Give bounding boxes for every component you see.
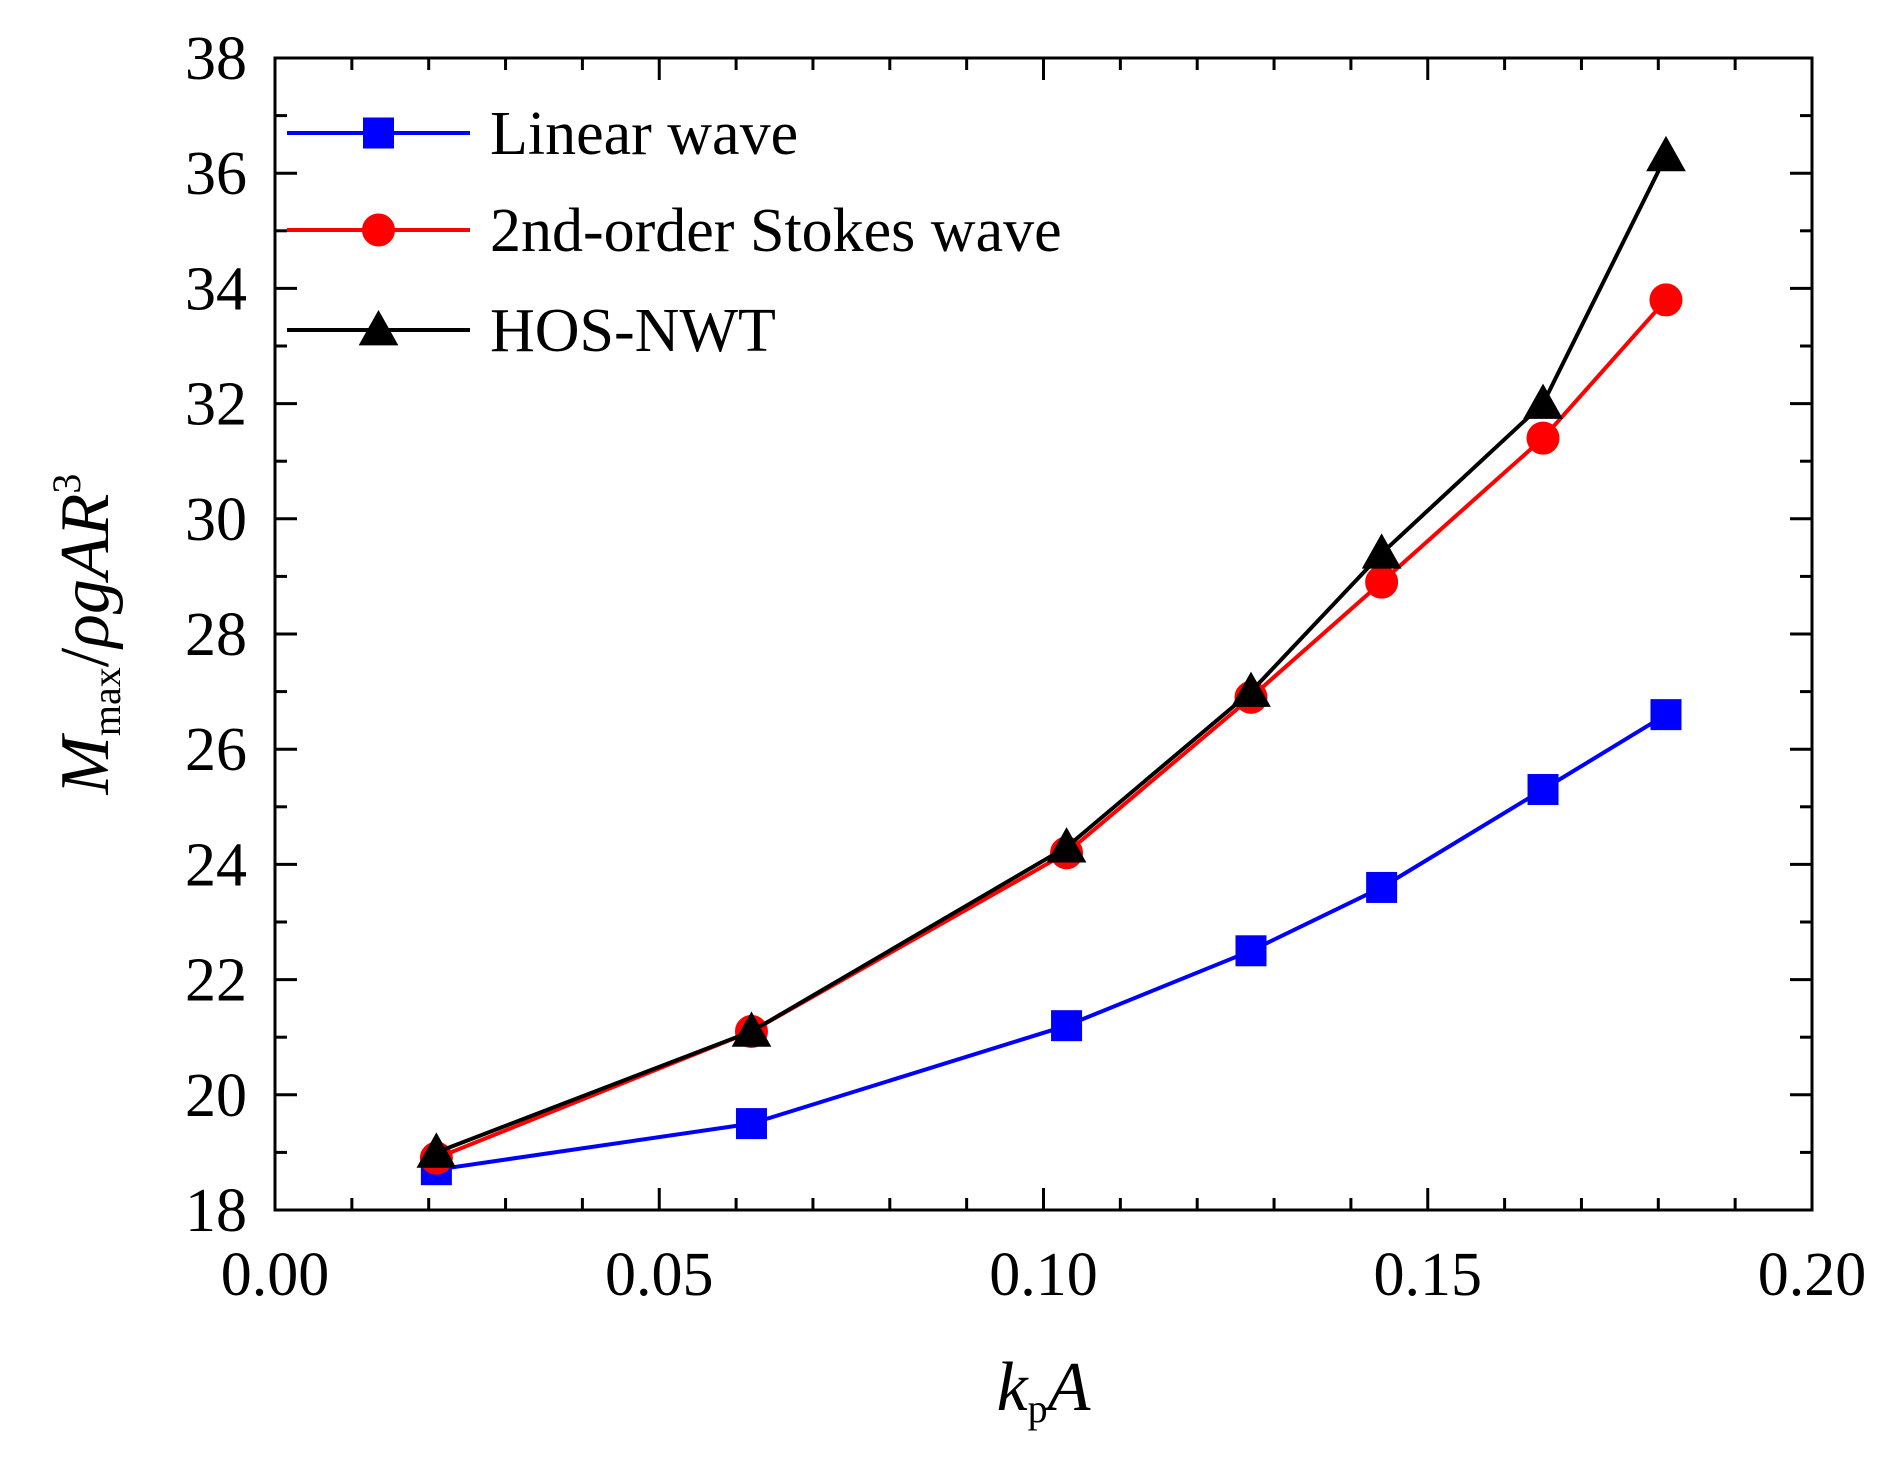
y-tick-label: 24 [185,831,247,899]
data-point-linear-wave [1366,871,1398,903]
data-point-linear-wave [1650,699,1682,731]
data-point-hos-nwt [1646,135,1686,172]
y-tick-label: 20 [185,1062,247,1130]
legend-label: HOS-NWT [490,297,776,365]
legend-marker [363,117,394,149]
axis-tick-labels: 0.00 0.05 0.10 0.15 0.20 18 20 22 24 26 28 30 32 34 36… [185,25,1866,1309]
x-tick-label: 0.05 [605,1241,714,1309]
axis-label-part: p [1028,1386,1048,1431]
x-axis-label: kpA [997,1349,1091,1431]
data-point-hos-nwt [416,1132,457,1168]
data-point-linear-wave [1527,774,1559,806]
x-tick-label: 0.15 [1374,1241,1483,1309]
data-point-2nd-order-stokes-wave [1526,421,1560,455]
y-axis-label: Mmax/ρgAR3 [44,474,129,796]
y-tick-label: 38 [185,25,247,93]
data-point-2nd-order-stokes-wave [1365,565,1399,599]
x-tick-label: 0.00 [221,1241,330,1309]
legend: Linear wave 2nd-order Stokes wave HOS-NWT [287,100,1062,365]
legend-item-hos-nwt: HOS-NWT [287,297,776,365]
y-tick-label: 30 [185,486,247,554]
legend-item-2nd-order-stokes-wave: 2nd-order Stokes wave [287,197,1062,265]
y-tick-label: 22 [185,947,247,1015]
axis-label-part: A [1044,1349,1091,1426]
legend-label: 2nd-order Stokes wave [490,197,1062,265]
y-tick-label: 34 [185,255,247,323]
axis-label-part: ρgAR [47,494,124,650]
y-tick-label: 28 [185,601,247,669]
data-point-hos-nwt [731,1011,772,1047]
series-hos-nwt [416,135,1686,1168]
legend-marker [358,309,399,346]
axis-label-part: 3 [44,474,89,494]
data-point-hos-nwt [1046,827,1087,863]
data-point-hos-nwt [1523,383,1563,419]
y-tick-label: 18 [185,1177,247,1245]
data-point-hos-nwt [1361,533,1402,569]
data-point-linear-wave [1051,1010,1083,1042]
x-tick-label: 0.20 [1758,1241,1867,1309]
series-line-linear-wave [436,712,1668,1172]
y-tick-label: 26 [185,716,247,784]
series-linear-wave [420,699,1682,1186]
x-tick-label: 0.10 [989,1241,1098,1309]
axis-label-part: / [47,647,124,667]
axis-label-part: k [997,1349,1030,1426]
legend-marker [362,213,395,247]
axis-label-part: max [84,667,129,736]
data-point-linear-wave [1235,935,1267,967]
legend-item-linear-wave: Linear wave [287,100,798,168]
y-tick-label: 32 [185,371,247,439]
y-tick-label: 36 [185,140,247,208]
data-series [416,135,1686,1186]
data-point-hos-nwt [1231,671,1271,707]
axis-ticks [273,56,1814,1212]
data-point-2nd-order-stokes-wave [1649,283,1683,317]
axis-label-part: M [47,732,124,795]
legend-label: Linear wave [490,100,798,168]
data-point-linear-wave [735,1108,767,1140]
